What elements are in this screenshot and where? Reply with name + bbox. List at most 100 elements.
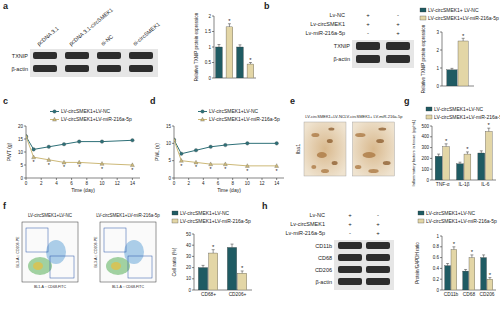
plot-area <box>435 128 492 180</box>
error-bar <box>213 250 214 253</box>
y-tick-label: 100 <box>421 167 429 172</box>
condition-sign: - <box>377 212 379 218</box>
y-tick-label: 0 <box>20 176 23 181</box>
x-tick-label: 10 <box>99 181 105 186</box>
panel-letter: h <box>262 201 268 211</box>
x-tick <box>174 178 175 180</box>
error-bar <box>459 162 460 164</box>
panel-letter: e <box>290 96 295 106</box>
error-cap <box>480 150 483 151</box>
legend-swatch <box>172 211 178 215</box>
condition-sign: - <box>397 12 399 18</box>
bar <box>198 268 207 290</box>
x-axis <box>174 178 284 179</box>
line <box>174 140 277 154</box>
bar <box>464 154 471 180</box>
error-bar <box>451 68 452 69</box>
y-tick <box>430 126 432 127</box>
point <box>174 138 176 142</box>
blot-band <box>65 65 89 72</box>
plot-area <box>198 244 246 290</box>
x-tick-label: 4 <box>55 181 58 186</box>
y-axis <box>442 32 443 86</box>
y-axis-label: Relative TXNIP protein expression <box>194 12 199 81</box>
y-axis-label: PWT (g) <box>6 142 12 161</box>
x-tick <box>132 178 133 180</box>
significance: * <box>180 163 183 169</box>
blot-band <box>356 55 380 63</box>
y-tick <box>192 245 194 246</box>
ihc-stain <box>317 152 327 158</box>
y-tick <box>440 32 442 33</box>
x-axis-label: Time (day) <box>71 187 95 193</box>
significance: * <box>471 249 474 255</box>
point <box>209 145 213 149</box>
condition-label: Lv-circSMEK1 <box>290 221 325 227</box>
y-tick <box>192 267 194 268</box>
y-tick <box>212 78 214 79</box>
y-tick <box>440 279 442 280</box>
y-tick-label: 5 <box>20 163 23 168</box>
y-tick-label: 50 <box>186 232 192 237</box>
x-tick-label: 12 <box>259 181 265 186</box>
y-tick-label: 20 <box>186 265 192 270</box>
condition-label: Lv-NC <box>329 12 345 18</box>
error-bar <box>488 128 489 131</box>
x-tick <box>218 178 219 180</box>
y-tick-label: 0 <box>208 76 211 81</box>
x-tick-label: 14 <box>274 181 280 186</box>
bar <box>451 250 457 291</box>
error-cap <box>231 244 234 245</box>
condition-sign: + <box>366 12 370 18</box>
condition-sign: + <box>376 221 380 227</box>
y-tick <box>440 236 442 237</box>
ihc-stain <box>332 161 338 165</box>
legend-label: LV-circSMEK1+LV-miR-216a-5p <box>61 116 132 122</box>
ihc-stain <box>311 165 316 169</box>
ihc-stain <box>363 152 376 158</box>
legend-label: LV-circSMEK1+LV-miR-216a-5p <box>209 116 280 122</box>
y-tick-label: 40 <box>186 243 192 248</box>
significance: * <box>48 162 51 168</box>
legend-swatch <box>418 219 424 223</box>
ihc-stain <box>383 161 391 165</box>
panel-letter: d <box>150 96 156 106</box>
band-label: β-actin <box>333 56 350 62</box>
error-cap <box>202 265 205 266</box>
figure: pcDNA 3.1pcDNA 3.1-circSMEK1si-NCsi-circ… <box>0 0 500 320</box>
ihc-stain <box>355 165 362 169</box>
row-label: Iba1 <box>295 144 301 155</box>
blot-band <box>386 55 410 63</box>
bar <box>457 164 464 180</box>
x-tick-label: 0 <box>25 181 28 186</box>
y-tick-label: 300 <box>421 145 429 150</box>
plot-area <box>447 38 469 86</box>
y-tick-label: 0 <box>436 84 439 89</box>
legend-marker <box>53 117 57 121</box>
x-tick-label: 8 <box>231 181 234 186</box>
error-bar <box>250 63 251 65</box>
x-tick-label: TNF-α <box>436 182 450 187</box>
y-tick <box>212 62 214 63</box>
significance: * <box>488 122 491 128</box>
condition-sign: + <box>396 30 400 36</box>
point <box>224 143 228 147</box>
significance: * <box>276 168 279 174</box>
y-tick-label: 1.5 <box>205 29 212 34</box>
bar <box>478 153 485 180</box>
legend-swatch <box>420 16 426 20</box>
point <box>77 140 81 144</box>
x-tick <box>276 178 277 180</box>
significance: * <box>445 138 448 144</box>
ihc-stain <box>376 139 384 143</box>
panel-letter: g <box>404 96 410 106</box>
y-tick-label: 30 <box>186 254 192 259</box>
y-tick-label: 2 <box>436 48 439 53</box>
ihc-stain <box>311 133 319 137</box>
y-tick-label: 0 <box>168 176 171 181</box>
y-tick <box>430 169 432 170</box>
plot-title: LV-circSMEK1+LV-NC <box>28 213 73 218</box>
blot-band <box>65 52 89 59</box>
line <box>26 136 132 149</box>
point <box>246 142 250 146</box>
